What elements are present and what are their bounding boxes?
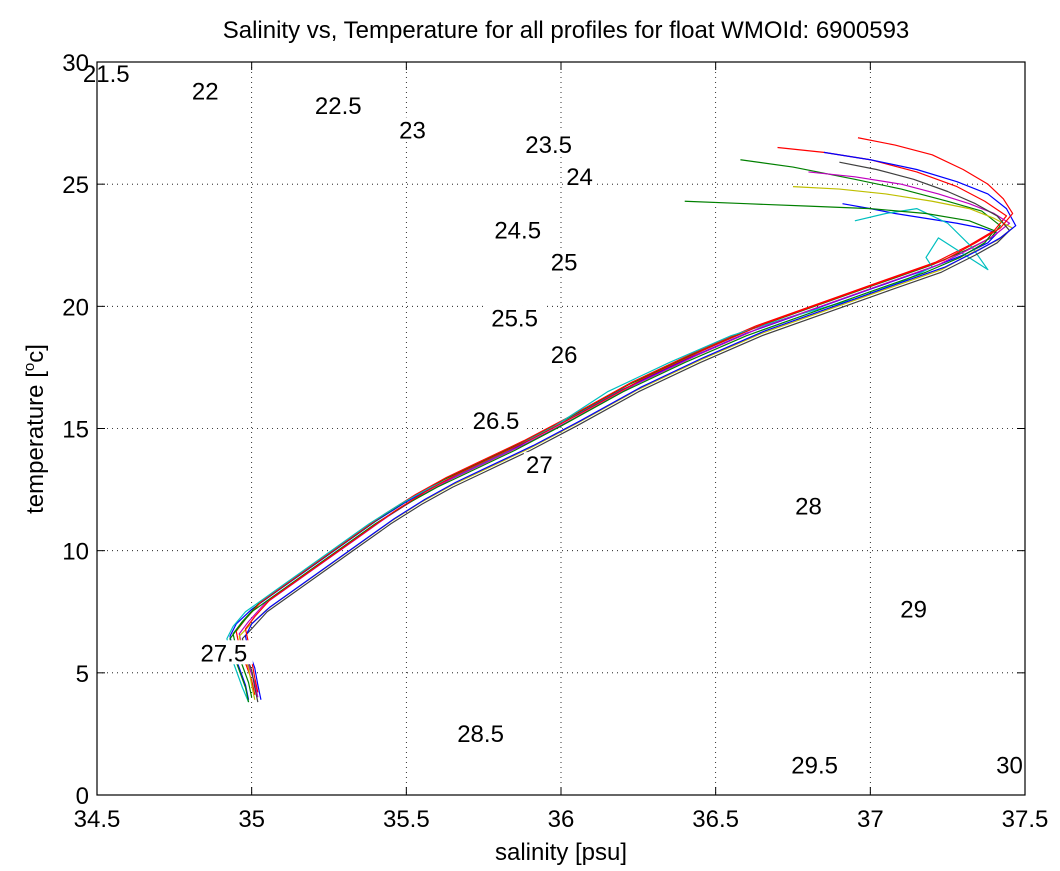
- y-axis-title-main: temperature [: [22, 371, 49, 514]
- isopycnal-label: 24.5: [494, 218, 541, 245]
- x-tick-label: 36.5: [692, 806, 739, 833]
- isopycnal-label: 30: [996, 753, 1023, 780]
- isopycnal-label: 23.5: [525, 132, 572, 159]
- isopycnal-label-bg: [309, 92, 368, 117]
- x-tick-label: 35.5: [383, 806, 430, 833]
- isopycnal-label-bg: [488, 217, 547, 242]
- isopycnal-label: 21.5: [83, 61, 130, 88]
- profile-line: [241, 161, 1011, 703]
- profile-series: [226, 137, 1017, 703]
- isopycnal-label-bg: [77, 61, 136, 86]
- isopycnal-label-bg: [189, 78, 221, 103]
- isopycnal-label-bg: [467, 408, 526, 433]
- isopycnal-label-bg: [519, 132, 578, 157]
- x-axis-title: salinity [psu]: [495, 839, 627, 866]
- x-tick-label: 34.5: [74, 806, 121, 833]
- isopycnal-label-bg: [898, 596, 930, 621]
- isopycnal-label: 24: [566, 164, 593, 191]
- isopycnal-label-bg: [785, 752, 844, 777]
- profile-line: [238, 186, 1014, 700]
- x-tick-label: 36: [548, 806, 575, 833]
- profile-line: [226, 208, 989, 703]
- isopycnal-label: 29.5: [791, 753, 838, 780]
- isopycnal-label-bg: [792, 493, 824, 518]
- isopycnal-label: 23: [399, 117, 426, 144]
- isopycnal-label-bg: [451, 720, 510, 745]
- y-tick-label: 20: [62, 294, 89, 321]
- x-tick-label: 37.5: [1002, 806, 1049, 833]
- isopycnal-label-bg: [397, 117, 429, 142]
- y-tick-label: 5: [76, 661, 89, 688]
- profile-line: [232, 159, 1001, 698]
- isopycnal-label-bg: [194, 640, 253, 665]
- y-axis-title-tail: c]: [22, 344, 49, 363]
- y-tick-label: 0: [76, 783, 89, 810]
- axis-ticks: 34.5 35 35.5 36 36.5 37 37.5 0 5 10 15 20 25 30: [62, 50, 1048, 833]
- isopycnal-label-bg: [523, 452, 555, 477]
- isopycnal-label: 22: [192, 78, 219, 105]
- isopycnal-label: 28.5: [457, 721, 504, 748]
- isopycnal-label-bg: [485, 305, 544, 330]
- y-tick-label: 15: [62, 417, 89, 444]
- profile-line: [244, 137, 1014, 693]
- x-tick-label: 37: [857, 806, 884, 833]
- isopycnal-label: 22.5: [315, 93, 362, 120]
- y-tick-label: 25: [62, 172, 89, 199]
- isopycnal-label: 25.5: [491, 306, 538, 333]
- isopycnal-label: 29: [900, 596, 927, 623]
- isopycnal-label-bg: [548, 249, 580, 274]
- isopycnal-label-bg: [548, 342, 580, 367]
- x-tick-label: 35: [238, 806, 265, 833]
- y-axis-title-sup: o: [21, 363, 38, 371]
- isopycnal-label: 26.5: [473, 408, 520, 435]
- chart-title: Salinity vs, Temperature for all profile…: [223, 17, 910, 44]
- isopycnal-label: 26: [551, 342, 578, 369]
- isopycnal-label-bg: [994, 752, 1026, 777]
- profile-line: [229, 200, 995, 703]
- isopycnal-label: 27.5: [200, 640, 247, 667]
- isopycnal-label: 25: [551, 249, 578, 276]
- isopycnal-label: 28: [795, 494, 822, 521]
- y-axis-title: temperature [oc]: [21, 344, 49, 514]
- isopycnal-label: 27: [526, 452, 553, 479]
- y-tick-label: 30: [62, 50, 89, 77]
- isopycnal-labels: 21.5 22 22.5 23 23.5 24 24.5 25 25.5 26 26.527 27.5…: [77, 61, 1026, 780]
- isopycnal-label-bg: [564, 163, 596, 188]
- y-tick-label: 10: [62, 539, 89, 566]
- profile-line: [244, 151, 1017, 700]
